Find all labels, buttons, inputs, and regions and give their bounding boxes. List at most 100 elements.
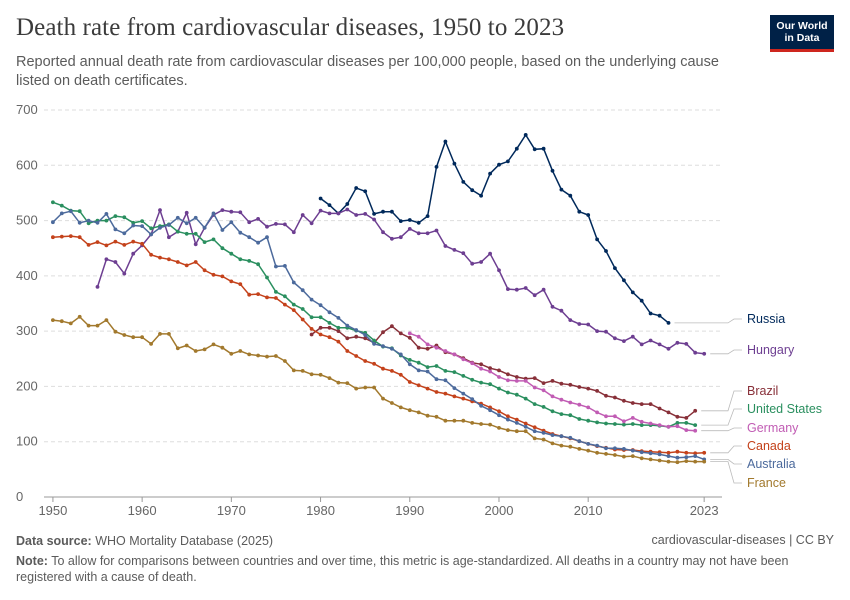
- x-tick-label: 2023: [690, 503, 719, 518]
- data-point-france: [131, 335, 136, 340]
- data-point-france: [274, 354, 278, 358]
- chart-subtitle: Reported annual death rate from cardiova…: [16, 54, 719, 89]
- data-point-france: [68, 321, 73, 326]
- y-tick-label: 400: [16, 268, 38, 283]
- data-point-russia: [639, 298, 644, 303]
- legend-label-france: France: [747, 476, 786, 490]
- data-point-hungary: [595, 329, 599, 333]
- data-point-hungary: [354, 213, 359, 217]
- y-tick-label: 500: [16, 213, 38, 228]
- data-point-hungary: [416, 231, 421, 236]
- data-point-france: [541, 437, 546, 442]
- data-point-france: [390, 401, 394, 405]
- data-point-canada: [247, 292, 252, 297]
- data-point-australia: [381, 344, 385, 348]
- data-point-hungary: [425, 231, 430, 236]
- data-point-hungary: [238, 210, 243, 215]
- note-text: To allow for comparisons between countri…: [16, 554, 789, 584]
- data-point-france: [283, 359, 287, 363]
- data-point-france: [595, 450, 599, 455]
- data-point-united-states: [202, 240, 207, 245]
- data-point-germany: [443, 349, 448, 353]
- data-point-canada: [407, 380, 412, 384]
- data-point-russia: [488, 171, 492, 176]
- data-point-united-states: [86, 221, 91, 226]
- data-point-australia: [202, 225, 207, 230]
- data-point-united-states: [149, 226, 154, 231]
- data-point-russia: [372, 212, 376, 216]
- data-point-france: [104, 318, 109, 322]
- data-point-united-states: [488, 382, 492, 387]
- data-point-australia: [630, 448, 635, 453]
- data-point-brazil: [630, 401, 635, 405]
- data-point-brazil: [479, 362, 483, 367]
- data-point-hungary: [693, 350, 698, 355]
- data-point-brazil: [318, 325, 323, 330]
- data-point-russia: [604, 249, 608, 253]
- axis-layer: 0 100 200 300 400 500 600 700 1950 1960 1970 1980 19…: [16, 102, 722, 518]
- data-point-australia: [86, 218, 91, 223]
- data-point-canada: [51, 235, 55, 240]
- data-point-france: [461, 418, 466, 423]
- data-point-canada: [283, 302, 287, 307]
- data-point-australia: [363, 333, 368, 337]
- data-point-france: [256, 353, 260, 358]
- data-point-brazil: [684, 416, 689, 420]
- data-point-united-states: [113, 214, 118, 219]
- data-point-germany: [416, 334, 421, 339]
- data-point-hungary: [381, 230, 385, 235]
- owid-logo[interactable]: Our World in Data: [770, 15, 834, 52]
- data-point-france: [381, 396, 385, 401]
- data-point-canada: [86, 243, 91, 247]
- x-tick-label: 1980: [306, 503, 335, 518]
- data-point-france: [247, 352, 252, 357]
- data-point-germany: [559, 397, 564, 402]
- data-point-australia: [300, 288, 305, 293]
- data-point-germany: [461, 357, 466, 362]
- data-point-canada: [416, 383, 421, 388]
- data-point-hungary: [461, 251, 466, 256]
- data-point-france: [666, 459, 671, 464]
- data-point-canada: [184, 263, 189, 268]
- data-point-brazil: [407, 335, 412, 340]
- data-point-australia: [568, 435, 573, 440]
- x-tick-label: 2010: [574, 503, 603, 518]
- data-point-australia: [559, 434, 564, 439]
- data-point-australia: [488, 408, 492, 413]
- data-point-russia: [568, 193, 573, 198]
- data-point-russia: [416, 220, 421, 225]
- data-point-hungary: [586, 322, 591, 327]
- data-point-hungary: [327, 211, 332, 216]
- data-point-australia: [639, 450, 644, 455]
- data-point-germany: [657, 423, 662, 427]
- data-source-text[interactable]: WHO Mortality Database (2025): [95, 534, 274, 548]
- data-point-australia: [497, 413, 501, 418]
- data-point-germany: [497, 375, 501, 379]
- data-point-hungary: [622, 339, 626, 343]
- data-point-canada: [666, 450, 671, 455]
- data-point-france: [613, 453, 617, 457]
- data-point-france: [51, 318, 55, 322]
- data-point-brazil: [604, 393, 608, 398]
- data-point-canada: [300, 317, 305, 322]
- data-point-brazil: [657, 406, 662, 411]
- data-point-hungary: [568, 318, 573, 322]
- data-point-france: [336, 380, 341, 385]
- data-point-france: [354, 386, 359, 391]
- data-point-russia: [657, 313, 662, 318]
- data-point-france: [86, 323, 91, 328]
- legend-connector-russia: [674, 318, 742, 324]
- data-point-brazil: [666, 410, 671, 415]
- data-point-hungary: [479, 260, 483, 264]
- data-point-hungary: [577, 322, 582, 326]
- data-point-russia: [622, 278, 626, 283]
- data-point-canada: [122, 243, 127, 247]
- data-point-brazil: [532, 376, 537, 380]
- data-point-canada: [506, 414, 510, 419]
- series-germany: [407, 331, 698, 433]
- data-point-canada: [327, 335, 332, 340]
- data-point-australia: [398, 352, 403, 357]
- license-text[interactable]: cardiovascular-diseases | CC BY: [651, 533, 834, 547]
- data-point-united-states: [238, 257, 243, 262]
